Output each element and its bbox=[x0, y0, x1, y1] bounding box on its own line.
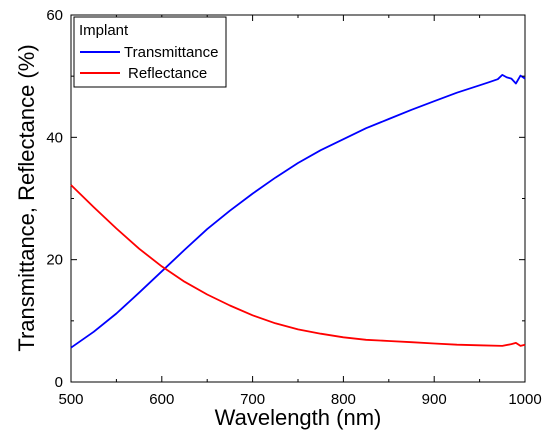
legend-label-transmittance: Transmittance bbox=[124, 44, 218, 61]
legend: Implant Transmittance Reflectance bbox=[73, 16, 227, 88]
x-tick-label: 800 bbox=[331, 391, 356, 408]
legend-label-reflectance: Reflectance bbox=[128, 65, 207, 82]
legend-title: Implant bbox=[79, 22, 129, 39]
series-line-transmittance bbox=[70, 74, 526, 349]
y-tick-label: 60 bbox=[46, 7, 63, 24]
y-axis-label: Transmittance, Reflectance (%) bbox=[14, 44, 39, 351]
x-tick-label: 700 bbox=[240, 391, 265, 408]
x-tick-label: 600 bbox=[149, 391, 174, 408]
x-tick-label: 1000 bbox=[508, 391, 541, 408]
x-tick-label: 900 bbox=[422, 391, 447, 408]
y-tick-label: 0 bbox=[55, 374, 63, 391]
series-layer bbox=[70, 74, 526, 349]
y-tick-label: 40 bbox=[46, 129, 63, 146]
y-tick-label: 20 bbox=[46, 252, 63, 269]
tick-layer: 500 600 700 800 900 1000 0 20 40 60 bbox=[46, 7, 541, 408]
series-line-reflectance bbox=[70, 184, 526, 347]
x-tick-label: 500 bbox=[58, 391, 83, 408]
x-axis-label: Wavelength (nm) bbox=[215, 405, 382, 430]
